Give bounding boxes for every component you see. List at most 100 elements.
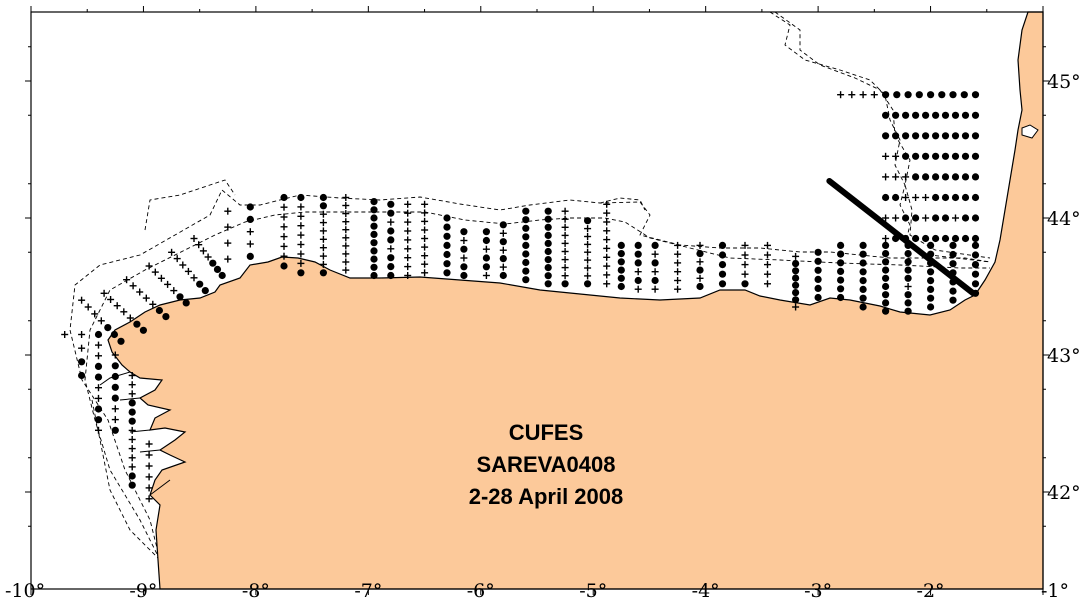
station-dot [971, 270, 980, 278]
station-dot [182, 299, 190, 307]
station-dot [927, 294, 935, 302]
station-plus [603, 262, 611, 270]
station-plus [145, 440, 153, 448]
station-dot [111, 362, 119, 370]
station-plus [145, 473, 153, 481]
station-dot [932, 132, 940, 140]
station-dot [443, 214, 451, 222]
station-dot [912, 132, 920, 140]
station-dot [370, 198, 378, 206]
station-dot [961, 214, 970, 222]
station-dot [837, 250, 845, 258]
station-plus [387, 245, 395, 253]
station-dot [837, 241, 845, 249]
station-plus [421, 260, 429, 268]
station-dot [651, 276, 659, 285]
station-dot [902, 214, 910, 222]
station-dot [814, 266, 822, 274]
station-plus [190, 235, 198, 242]
station-dot [522, 241, 530, 249]
station-plus [297, 203, 305, 211]
station-dot [111, 372, 119, 381]
station-dot [634, 250, 642, 258]
station-plus [129, 282, 137, 290]
station-plus [584, 264, 592, 272]
title-line-1: CUFES [509, 420, 584, 445]
station-dot [370, 247, 378, 255]
station-plus [421, 235, 429, 242]
station-plus [126, 314, 134, 322]
station-plus [164, 280, 172, 288]
station-dot [718, 280, 727, 288]
station-plus [892, 152, 900, 160]
station-plus [792, 252, 800, 260]
station-plus [91, 310, 99, 318]
station-dot [128, 481, 136, 489]
station-plus [342, 218, 350, 226]
station-plus [195, 241, 203, 249]
station-dot [718, 270, 727, 278]
station-dot [902, 132, 910, 140]
station-plus [342, 242, 350, 250]
station-dot [482, 236, 490, 245]
station-dot [617, 282, 625, 291]
station-dot [971, 193, 980, 202]
y-tick-label: 43° [1047, 345, 1081, 367]
station-dot [892, 132, 900, 140]
station-dot [696, 266, 704, 274]
station-plus [95, 352, 102, 360]
station-plus [151, 268, 159, 276]
station-dot [902, 152, 910, 160]
station-plus [603, 227, 611, 235]
station-dot [246, 215, 254, 223]
station-dot [544, 215, 552, 223]
station-dot [617, 274, 625, 282]
title-line-3: 2-28 April 2008 [469, 484, 624, 509]
station-plus [421, 243, 429, 251]
station-dot [319, 269, 327, 277]
station-dot [837, 276, 845, 284]
station-plus [297, 212, 305, 220]
y-tick-label: 45° [1047, 71, 1081, 93]
station-dot [522, 276, 530, 284]
x-tick-label: -3° [804, 580, 832, 599]
station-dot [460, 271, 468, 280]
station-dot [961, 111, 970, 119]
station-plus [651, 250, 659, 258]
station-plus [179, 261, 187, 269]
x-tick-label: -4° [692, 580, 720, 599]
station-dot [971, 111, 980, 119]
station-plus [603, 271, 611, 279]
station-plus [764, 241, 771, 249]
station-dot [443, 232, 451, 240]
station-dot [892, 193, 900, 202]
station-dot [499, 255, 507, 263]
station-dot [971, 132, 980, 140]
station-dot [155, 306, 163, 315]
station-plus [184, 267, 192, 275]
station-plus [764, 280, 771, 288]
station-plus [128, 372, 136, 379]
station-plus [404, 263, 412, 271]
station-dot [859, 241, 867, 249]
station-dot [544, 256, 552, 264]
station-dot [387, 200, 395, 208]
station-plus [792, 303, 800, 311]
station-dot [792, 267, 800, 275]
station-plus [100, 289, 108, 297]
station-plus [696, 274, 704, 282]
station-dot [904, 250, 912, 258]
station-dot [961, 152, 970, 160]
station-plus [157, 274, 165, 282]
station-plus [168, 248, 176, 256]
station-dot [370, 263, 378, 271]
station-plus [902, 194, 910, 201]
x-tick-label: -10° [5, 580, 45, 599]
station-dot [951, 152, 960, 160]
station-dot [904, 299, 912, 307]
station-dot [882, 291, 890, 299]
station-plus [342, 194, 350, 201]
station-plus [952, 214, 959, 222]
station-dot [443, 269, 451, 277]
station-dot [522, 233, 530, 241]
